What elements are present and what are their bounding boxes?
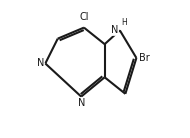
Text: H: H xyxy=(121,18,127,27)
Text: N: N xyxy=(36,59,44,68)
Text: Br: Br xyxy=(139,53,150,63)
Text: Cl: Cl xyxy=(79,12,89,22)
Text: N: N xyxy=(78,98,85,108)
Text: N: N xyxy=(111,25,118,35)
